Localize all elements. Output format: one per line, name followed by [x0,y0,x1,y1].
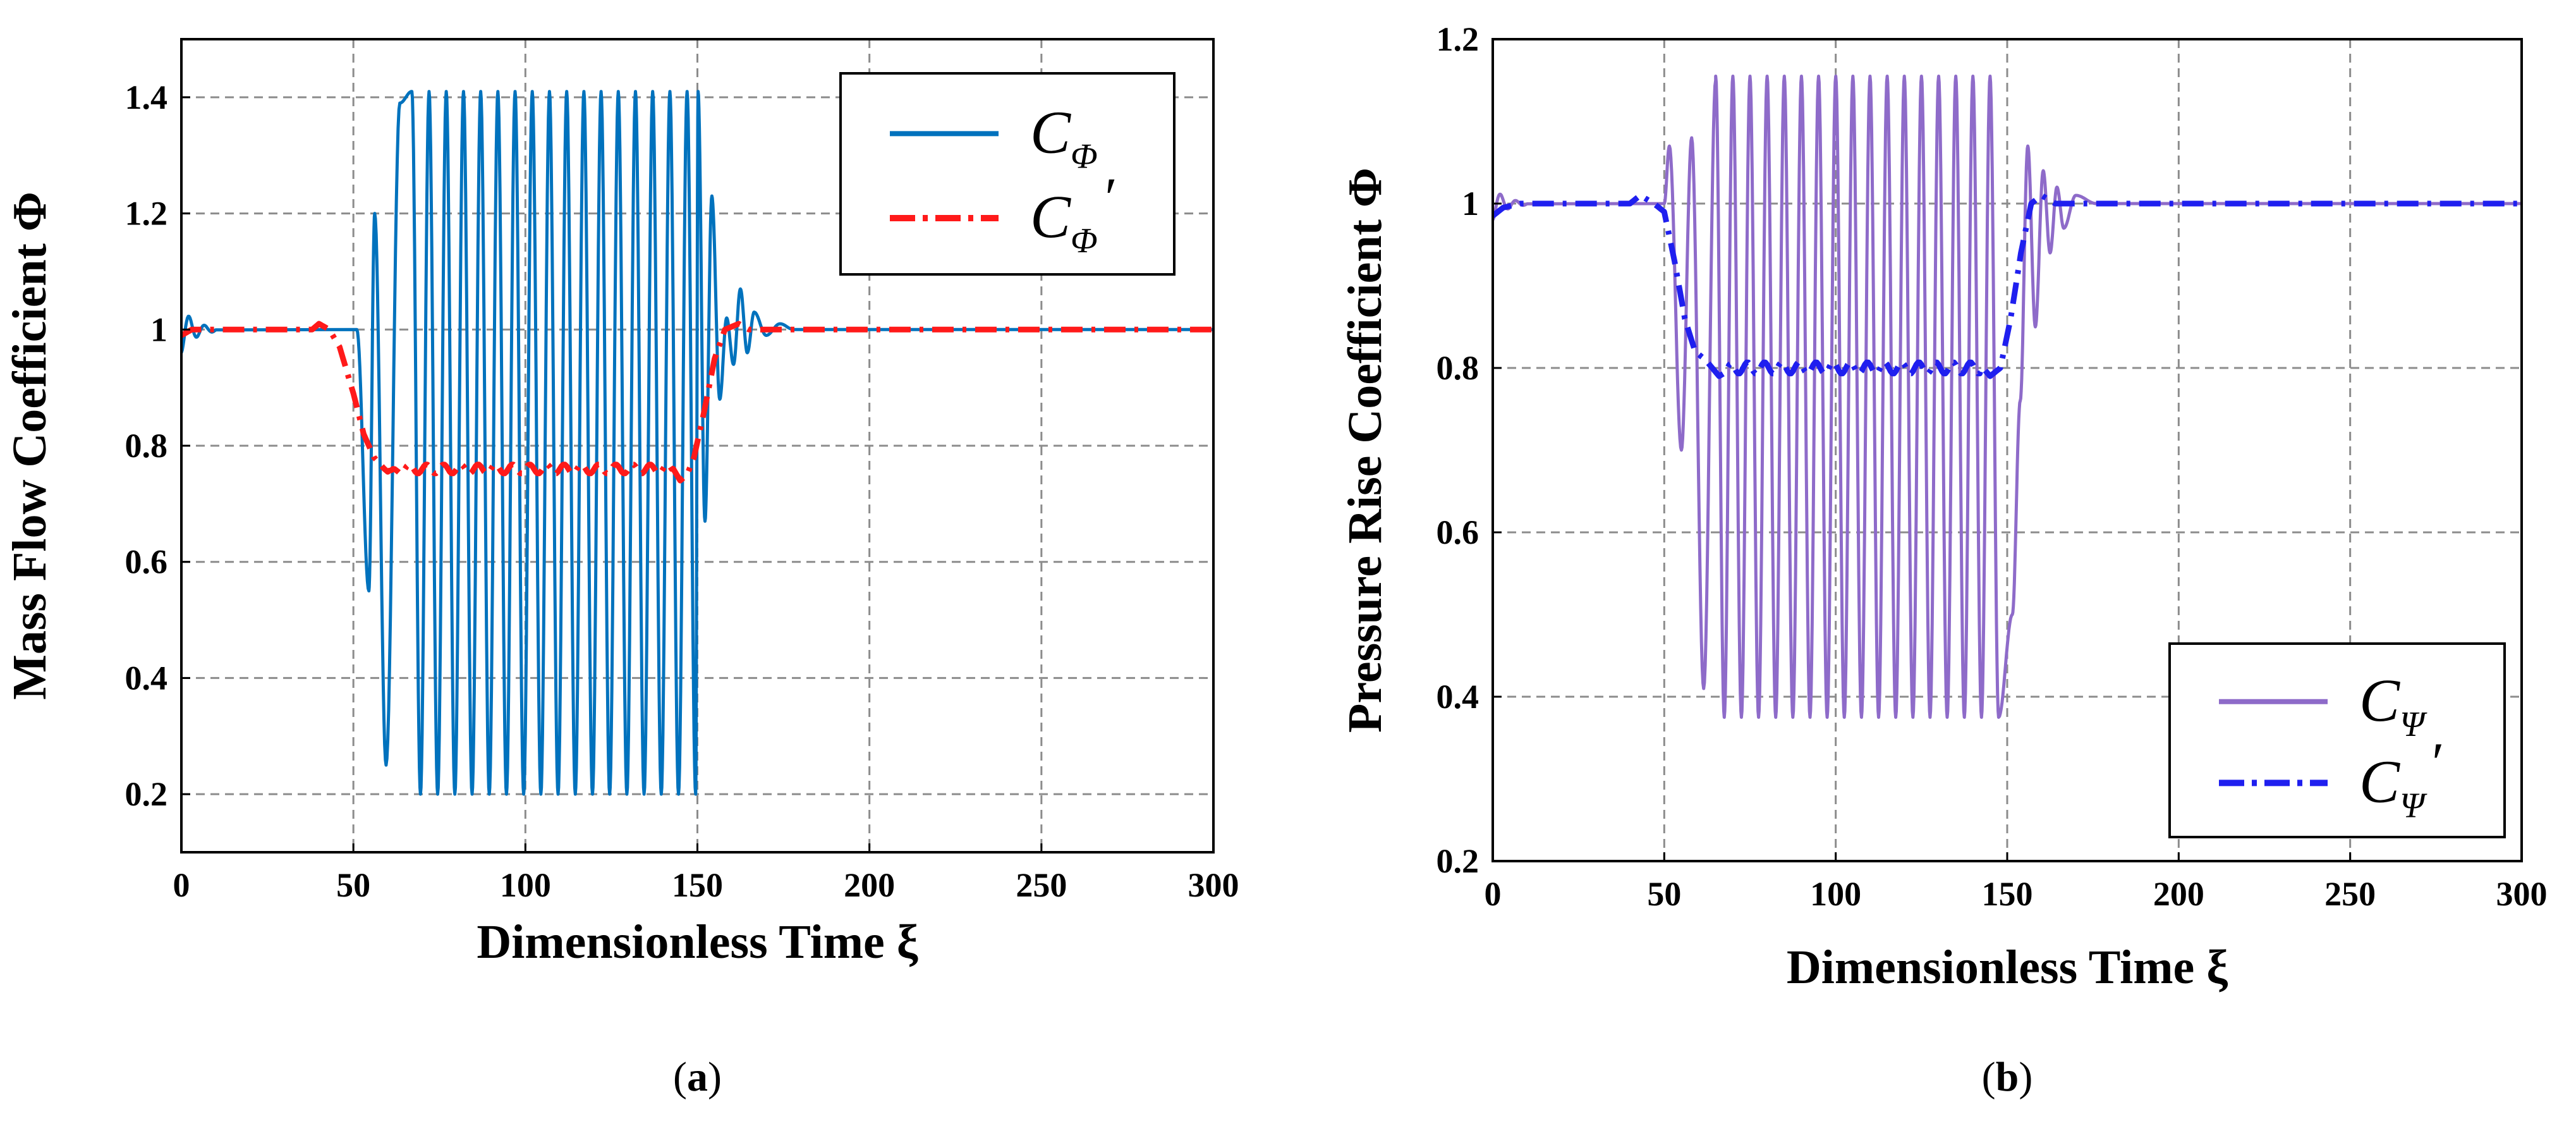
x-axis-label: Dimensionless Time ξ [477,915,918,969]
y-tick-label: 0.8 [1437,349,1479,387]
x-tick-label: 150 [672,866,723,904]
series-line-main [1493,75,2522,719]
y-axis-label: Pressure Rise Coefficient Φ [1339,168,1392,733]
y-tick-label: 1.2 [1437,20,1479,58]
y-tick-label: 0.4 [125,659,168,697]
panel-caption: (b) [1982,1054,2033,1100]
y-axis-label: Mass Flow Coefficient Φ [3,192,56,700]
legend-label: CΨ′ [2359,731,2441,825]
y-tick-label: 1 [150,310,167,348]
y-tick-label: 0.6 [1437,513,1479,551]
x-tick-label: 300 [2496,875,2548,913]
x-tick-label: 50 [1647,875,1681,913]
y-tick-label: 0.2 [125,775,168,813]
y-tick-label: 0.6 [125,543,168,581]
series-line-prime [181,321,1213,484]
legend-box [2168,642,2506,838]
x-tick-label: 0 [1485,875,1502,913]
legend-label: CΦ′ [1030,167,1115,260]
legend-label: CΨ [2359,666,2427,744]
x-tick-label: 250 [2324,875,2376,913]
x-tick-label: 50 [336,866,370,904]
series-line-main [181,90,1213,796]
y-tick-label: 0.8 [125,427,168,465]
chart-panel-b: 0 50 100 150 200 250 300 0.2 0.4 0.6 0.8 1 1.2 Dimens… [1339,20,2548,1100]
panel-caption: (a) [673,1054,722,1100]
y-tick-label: 0.4 [1437,678,1479,716]
x-tick-label: 150 [1982,875,2033,913]
x-tick-label: 100 [500,866,551,904]
y-tick-label: 1.4 [125,78,168,116]
chart-panel-a: 0 50 100 150 200 250 300 0.2 0.4 0.6 0.8 1 1.2 1.4 Dim… [3,38,1239,1100]
legend-box [839,72,1176,276]
legend-label: CΦ [1030,98,1098,176]
x-tick-label: 100 [1810,875,1861,913]
x-tick-label: 200 [2153,875,2204,913]
y-tick-label: 0.2 [1437,842,1479,880]
y-tick-label: 1 [1462,185,1479,223]
x-tick-label: 250 [1016,866,1067,904]
x-tick-label: 200 [844,866,895,904]
y-tick-label: 1.2 [125,195,168,233]
x-tick-label: 300 [1188,866,1239,904]
x-axis-label: Dimensionless Time ξ [1787,941,2228,994]
x-tick-label: 0 [173,866,190,904]
series-line-prime [1493,192,2522,379]
